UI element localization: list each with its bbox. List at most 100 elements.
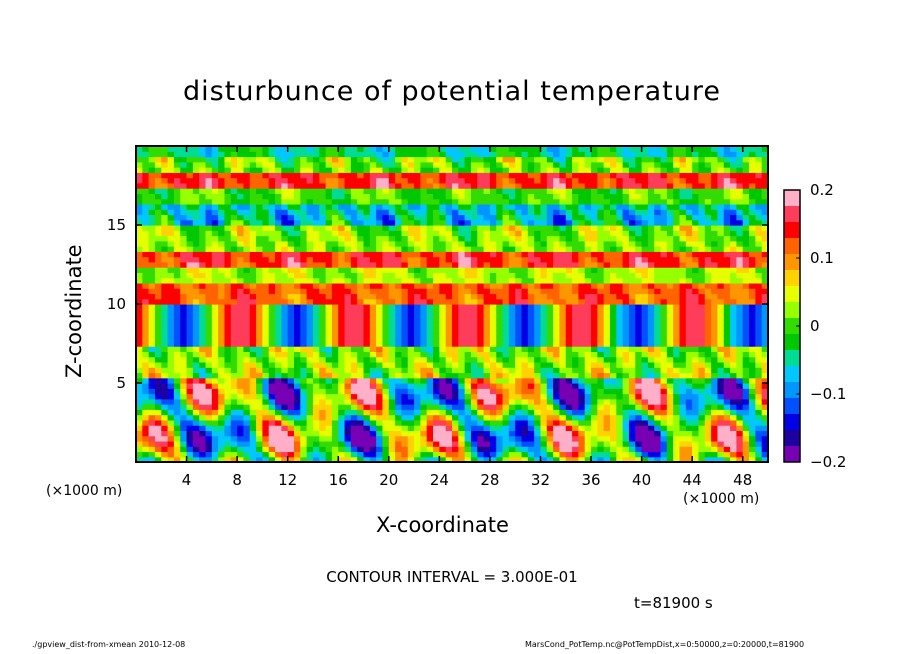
heatmap-cell (414, 456, 421, 462)
heatmap-cell (211, 267, 219, 273)
heatmap-cell (180, 419, 188, 426)
heatmap-cell (148, 425, 156, 431)
heatmap-cell (218, 298, 226, 305)
heatmap-cell (584, 251, 592, 258)
heatmap-cell (553, 456, 561, 462)
heatmap-cell (565, 182, 573, 189)
heatmap-cell (338, 325, 346, 331)
heatmap-cell (597, 230, 605, 237)
heatmap-cell (477, 203, 485, 210)
heatmap-cell (591, 340, 598, 347)
heatmap-cell (515, 330, 523, 337)
heatmap-cell (553, 272, 561, 279)
heatmap-cell (610, 193, 617, 200)
heatmap-cell (565, 230, 573, 237)
heatmap-cell (237, 404, 245, 410)
heatmap-cell (597, 325, 605, 331)
heatmap-cell (268, 414, 276, 421)
heatmap-cell (344, 330, 352, 337)
heatmap-cell (647, 383, 655, 389)
heatmap-cell (173, 225, 181, 231)
heatmap-cell (458, 377, 466, 384)
heatmap-cell (464, 440, 472, 447)
heatmap-cell (154, 177, 162, 184)
heatmap-cell (489, 377, 497, 384)
heatmap-cell (647, 172, 655, 179)
heatmap-cell (610, 240, 617, 247)
heatmap-cell (325, 304, 333, 310)
heatmap-cell (622, 430, 630, 437)
heatmap-cell (230, 288, 238, 295)
heatmap-cell (546, 267, 554, 273)
heatmap-cell (496, 251, 504, 258)
heatmap-cell (205, 451, 213, 458)
heatmap-cell (597, 188, 605, 194)
heatmap-cell (388, 335, 396, 342)
heatmap-cell (521, 267, 529, 273)
heatmap-cell (559, 388, 567, 395)
heatmap-cell (211, 414, 219, 421)
heatmap-cell (565, 288, 573, 295)
heatmap-cell (237, 182, 245, 189)
heatmap-cell (610, 398, 617, 405)
heatmap-cell (597, 177, 605, 184)
heatmap-cell (426, 256, 434, 263)
heatmap-cell (243, 177, 251, 184)
heatmap-cell (382, 256, 390, 263)
heatmap-cell (578, 198, 586, 205)
heatmap-cell (433, 151, 440, 158)
heatmap-cell (508, 419, 516, 426)
heatmap-cell (426, 198, 434, 205)
heatmap-cell (508, 151, 516, 158)
heatmap-cell (420, 388, 428, 395)
heatmap-cell (489, 209, 497, 216)
heatmap-cell (319, 393, 327, 400)
heatmap-cell (237, 319, 245, 326)
heatmap-cell (464, 246, 472, 252)
heatmap-cell (565, 209, 573, 216)
heatmap-cell (515, 346, 523, 352)
heatmap-cell (268, 225, 276, 231)
heatmap-cell (458, 304, 466, 310)
heatmap-cell (496, 293, 504, 300)
heatmap-cell (546, 251, 554, 258)
heatmap-cell (521, 361, 529, 368)
heatmap-cell (300, 188, 308, 194)
heatmap-cell (294, 177, 301, 184)
heatmap-cell (565, 456, 573, 462)
heatmap-cell (521, 430, 529, 437)
heatmap-cell (300, 230, 308, 237)
heatmap-cell (647, 182, 655, 189)
heatmap-cell (319, 188, 327, 194)
heatmap-cell (616, 335, 624, 342)
heatmap-cell (388, 156, 396, 163)
heatmap-cell (224, 446, 232, 453)
heatmap-cell (281, 198, 289, 205)
heatmap-cell (534, 430, 542, 437)
heatmap-cell (142, 393, 150, 400)
heatmap-cell (508, 267, 516, 273)
heatmap-cell (407, 209, 415, 216)
heatmap-cell (287, 456, 295, 462)
heatmap-cell (382, 261, 390, 268)
heatmap-cell (464, 414, 472, 421)
heatmap-cell (426, 203, 434, 210)
heatmap-cell (237, 188, 245, 194)
heatmap-cell (224, 346, 232, 352)
heatmap-cell (470, 240, 478, 247)
heatmap-cell (369, 161, 377, 168)
heatmap-cell (622, 440, 630, 447)
heatmap-cell (161, 188, 169, 194)
heatmap-cell (584, 372, 592, 379)
heatmap-cell (464, 177, 472, 184)
heatmap-cell (502, 272, 510, 279)
heatmap-cell (376, 167, 384, 173)
heatmap-cell (470, 214, 478, 221)
heatmap-cell (237, 198, 245, 205)
heatmap-cell (489, 293, 497, 300)
heatmap-cell (275, 309, 282, 316)
heatmap-cell (616, 351, 624, 358)
heatmap-cell (647, 456, 655, 462)
heatmap-cell (610, 167, 617, 173)
heatmap-cell (628, 214, 636, 221)
